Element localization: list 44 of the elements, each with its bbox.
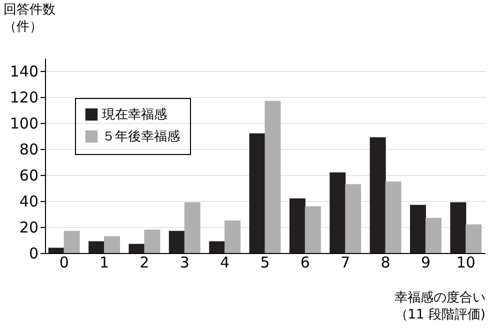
bar — [345, 184, 362, 253]
bar — [450, 202, 466, 253]
x-tick-label: 6 — [300, 254, 310, 272]
x-tick-label: 2 — [140, 254, 150, 272]
x-tick-label: 8 — [380, 254, 390, 272]
bar — [128, 244, 145, 253]
y-tick-label: 40 — [19, 192, 38, 210]
x-tick-label: 4 — [220, 254, 230, 272]
bar — [249, 133, 266, 253]
bar — [104, 236, 120, 253]
bar — [224, 220, 241, 253]
legend-label: 現在幸福感 — [102, 108, 167, 122]
bar — [209, 241, 226, 253]
bar — [425, 218, 442, 253]
bar — [385, 182, 402, 253]
bar — [48, 248, 64, 253]
y-tick-label: 100 — [10, 114, 38, 132]
y-tick-label: 120 — [10, 88, 38, 106]
legend-label: ５年後幸福感 — [102, 130, 180, 144]
y-tick-label: 60 — [19, 166, 38, 184]
bar — [304, 206, 321, 253]
bar — [410, 204, 426, 253]
x-tick-label: 1 — [99, 254, 110, 272]
x-tick-label: 10 — [456, 254, 476, 272]
y-tick-label: 20 — [19, 218, 38, 236]
bar — [88, 241, 105, 253]
bar — [330, 172, 346, 253]
x-axis-title: 幸福感の度合い（11 段階評価) — [394, 290, 486, 322]
y-axis-title: 回答件数（件） — [4, 2, 56, 34]
bar — [370, 137, 386, 253]
bar — [184, 202, 200, 253]
bar — [289, 198, 306, 253]
bar — [168, 230, 185, 253]
bar — [64, 230, 80, 253]
bar — [466, 224, 482, 253]
x-tick-label: 7 — [340, 254, 350, 272]
bar — [144, 230, 160, 253]
x-tick-label: 3 — [180, 254, 190, 272]
x-tick-label: 9 — [420, 254, 431, 272]
bar — [264, 100, 281, 253]
x-tick-label: 5 — [260, 254, 270, 272]
y-tick-label: 80 — [19, 140, 38, 158]
x-tick-label: 0 — [59, 254, 69, 272]
y-tick-label: 140 — [10, 62, 38, 80]
